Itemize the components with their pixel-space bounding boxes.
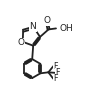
- Text: F: F: [53, 74, 58, 83]
- Text: O: O: [17, 38, 24, 47]
- Text: O: O: [44, 16, 51, 25]
- Text: F: F: [53, 62, 58, 71]
- Text: N: N: [29, 22, 36, 31]
- Text: OH: OH: [60, 24, 73, 33]
- Text: F: F: [55, 68, 60, 77]
